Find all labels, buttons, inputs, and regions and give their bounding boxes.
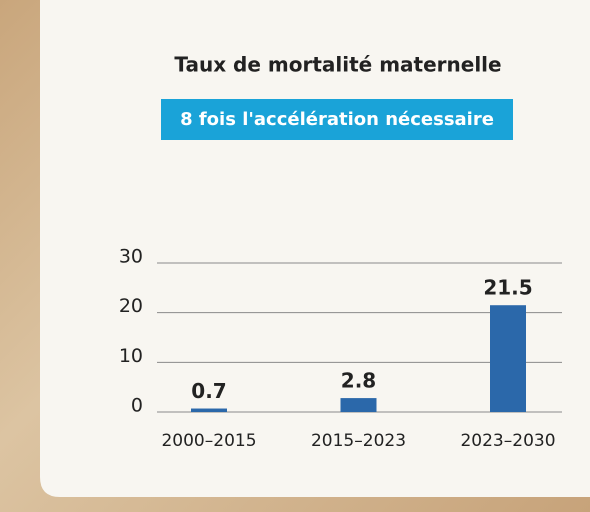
y-tick-label: 10	[119, 345, 143, 367]
y-tick-label: 30	[119, 246, 143, 268]
x-tick-label: 2023–2030	[460, 431, 555, 451]
subtitle-box	[161, 99, 513, 140]
bar	[490, 305, 526, 412]
chart-title: Taux de mortalité maternelle	[174, 53, 501, 77]
data-label: 21.5	[483, 276, 532, 300]
data-label: 0.7	[191, 379, 226, 403]
x-tick-label: 2000–2015	[161, 431, 256, 451]
chart-subtitle: 8 fois l'accélération nécessaire	[180, 109, 494, 130]
y-tick-label: 0	[131, 395, 143, 417]
bar	[340, 398, 377, 412]
y-tick-label: 20	[119, 295, 143, 317]
data-label: 2.8	[341, 369, 376, 393]
x-tick-label: 2015–2023	[311, 431, 406, 451]
bar	[191, 408, 227, 412]
